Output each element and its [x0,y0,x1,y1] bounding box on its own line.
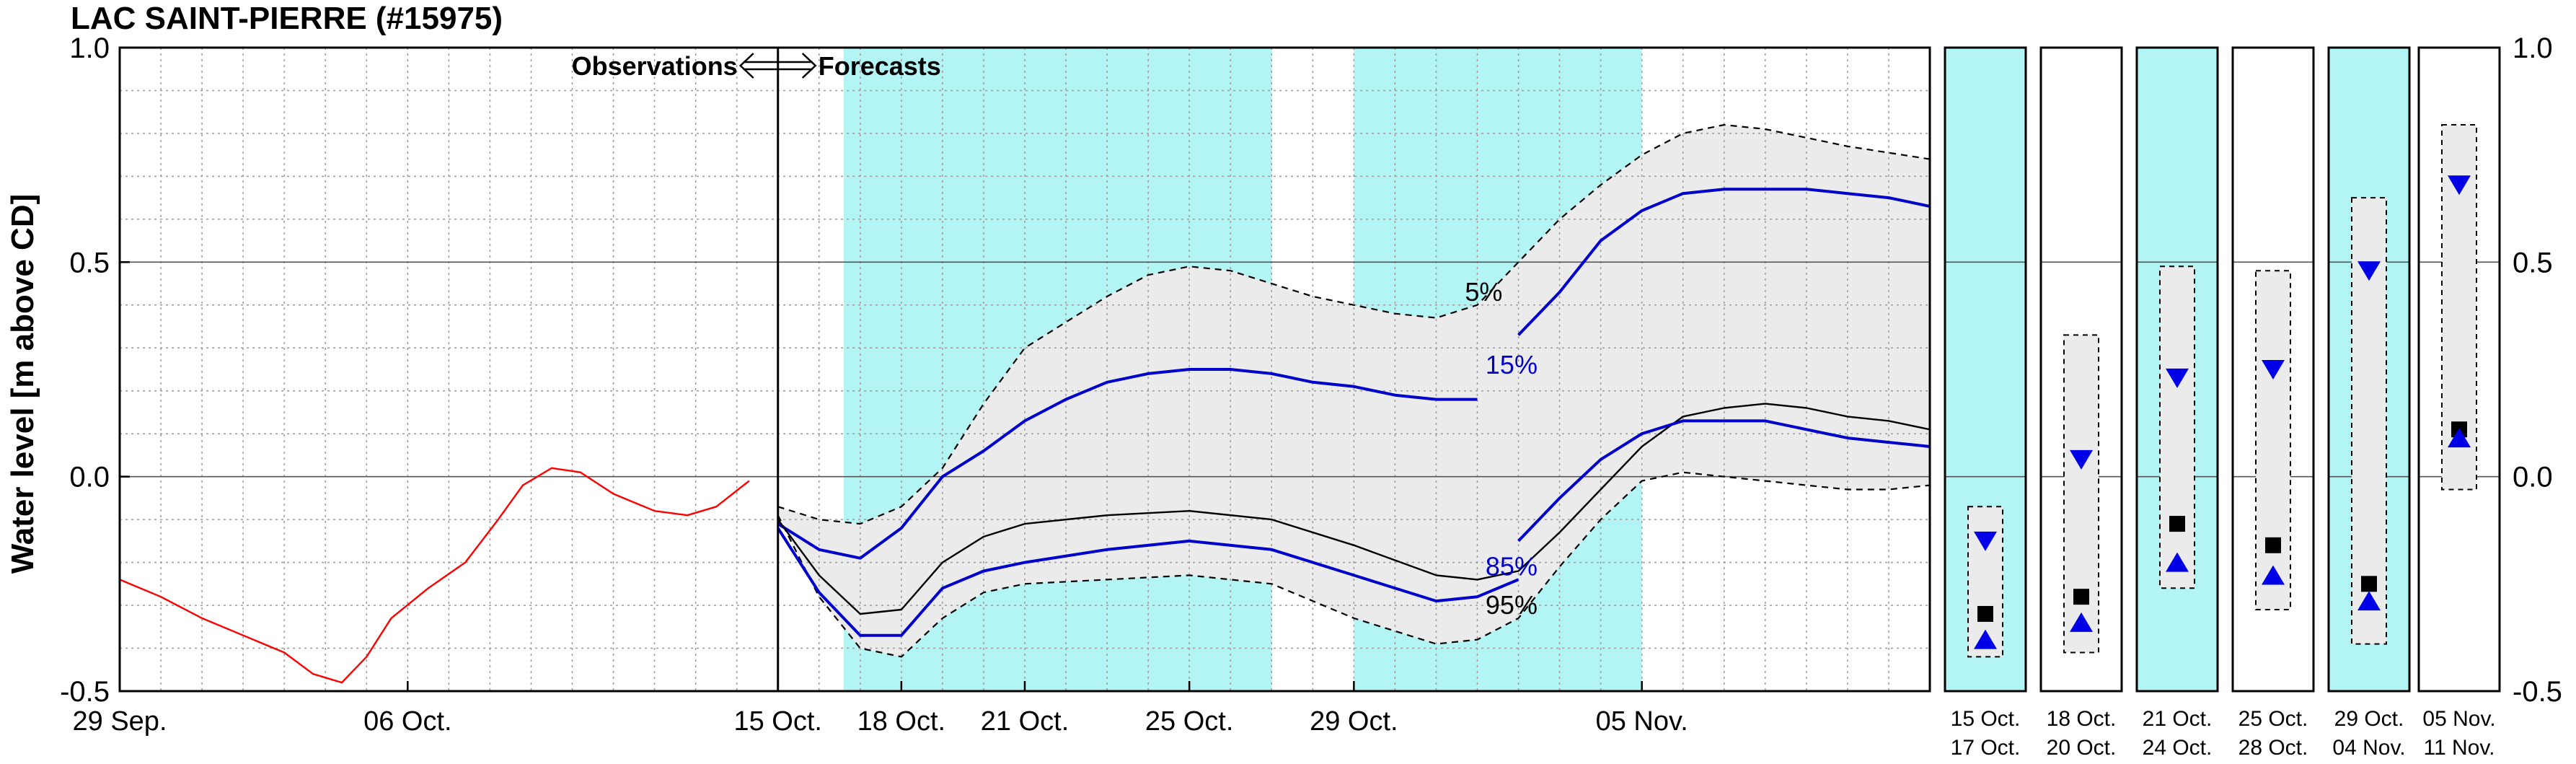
panel-date-end: 20 Oct. [2047,736,2117,760]
y-tick-label: -0.5 [60,676,110,708]
series-label-1: 15% [1486,350,1538,379]
x-tick-label: 05 Nov. [1596,706,1688,737]
panel-triangle-up-marker [2448,428,2471,448]
panel-date-start: 18 Oct. [2047,707,2117,731]
arrow-head-right [801,53,817,79]
gridlines [119,48,1931,691]
panel-triangle-down-marker [2070,449,2093,470]
right-y-tick-label: 0.0 [2513,462,2553,493]
summary-panel-4: 29 Oct. 04 Nov. [2327,46,2411,760]
series-line-7 [1517,419,1931,543]
panel-date-end: 17 Oct. [1951,736,2021,760]
panel-triangle-down-marker [2262,360,2285,379]
panel-frame [2039,46,2123,693]
series-line-1 [777,123,1931,525]
series-line-4 [1517,188,1931,336]
panel-triangle-down-marker [2166,368,2189,388]
panel-range-box [2159,265,2195,589]
y-tick-label: 0.0 [69,462,110,493]
forecast-band-area [777,125,1930,657]
summary-panel-1: 18 Oct. 20 Oct. [2039,46,2123,760]
panel-triangle-down-marker [1974,531,1997,551]
panel-date-start: 25 Oct. [2238,707,2308,731]
panel-frame [2135,46,2219,693]
panel-triangle-down-marker [2357,261,2381,281]
panel-triangle-up-marker [2357,591,2381,611]
series-line-5 [777,403,1931,615]
panel-date-start: 05 Nov. [2422,707,2495,731]
series-label-0: 5% [1465,277,1502,307]
x-tick-label: 29 Sep. [73,706,167,737]
panel-range-box [2063,334,2099,654]
series-line-3 [777,368,1478,560]
annotation-double-arrow [738,53,817,79]
panel-triangle-up-marker [2070,612,2093,632]
x-tick-label: 29 Oct. [1310,706,1398,737]
series-label-3: 95% [1486,590,1538,620]
y-axis-label: Water level [m above CD] [5,194,40,574]
arrow-shaft [743,61,813,71]
summary-panel-2: 21 Oct. 24 Oct. [2135,46,2219,760]
chart-labels: 5% 15% 85% 95% Observations Forecasts [572,51,1538,620]
panel-frame [2417,46,2501,693]
chart-title: LAC SAINT-PIERRE (#15975) [71,1,503,36]
y-tick-label: 0.5 [69,247,110,278]
series-label-2: 85% [1486,551,1538,581]
panel-date-start: 29 Oct. [2334,707,2404,731]
panel-frame [2327,46,2411,693]
panel-square-marker [2361,576,2377,592]
right-y-tick-label: 0.5 [2513,247,2553,278]
y-tick-label: 1.0 [69,32,110,64]
panel-frame [2231,46,2315,693]
panel-triangle-up-marker [2166,552,2189,572]
panel-date-start: 21 Oct. [2143,707,2213,731]
summary-panel-0: 15 Oct. 17 Oct. [1944,46,2027,760]
x-tick-label: 25 Oct. [1145,706,1234,737]
right-y-tick-label: -0.5 [2513,676,2562,708]
axes-frame: 1.0 0.5 0.0 -0.529 Sep. 06 Oct. 15 Oct. 18 Oct… [60,32,1931,737]
x-tick-label: 21 Oct. [981,706,1069,737]
panel-date-end: 28 Oct. [2238,736,2308,760]
forecast-band [777,125,1930,657]
panel-square-marker [2265,537,2281,553]
series-lines [119,48,1931,691]
x-tick-label: 15 Oct. [733,706,822,737]
panel-triangle-up-marker [1974,629,1997,649]
panel-frame [1944,46,2027,693]
panel-range-box [2255,270,2291,611]
series-line-0 [119,467,750,684]
series-line-6 [777,527,1519,637]
annotation-observations: Observations [572,51,738,81]
summary-panel-5: 05 Nov. 11 Nov. [2417,46,2501,760]
series-line-2 [777,471,1931,658]
panel-date-start: 15 Oct. [1951,707,2021,731]
summary-panels: 15 Oct. 17 Oct. 18 Oct. 20 Oct. 21 Oct. 24 Oc… [1944,32,2562,760]
x-tick-label: 06 Oct. [363,706,452,737]
panel-date-end: 11 Nov. [2424,736,2495,760]
right-y-tick-label: 1.0 [2513,32,2553,64]
summary-panel-3: 25 Oct. 28 Oct. [2231,46,2315,760]
panel-triangle-down-marker [2448,175,2471,196]
arrow-head-left [738,53,754,79]
panel-date-end: 24 Oct. [2143,736,2213,760]
panel-square-marker [2169,516,2185,532]
panel-square-marker [2073,589,2089,605]
panel-triangle-up-marker [2262,565,2285,585]
panel-square-marker [1977,605,1993,622]
x-tick-label: 18 Oct. [857,706,946,737]
panel-date-end: 04 Nov. [2332,736,2405,760]
annotation-forecasts: Forecasts [819,51,941,81]
